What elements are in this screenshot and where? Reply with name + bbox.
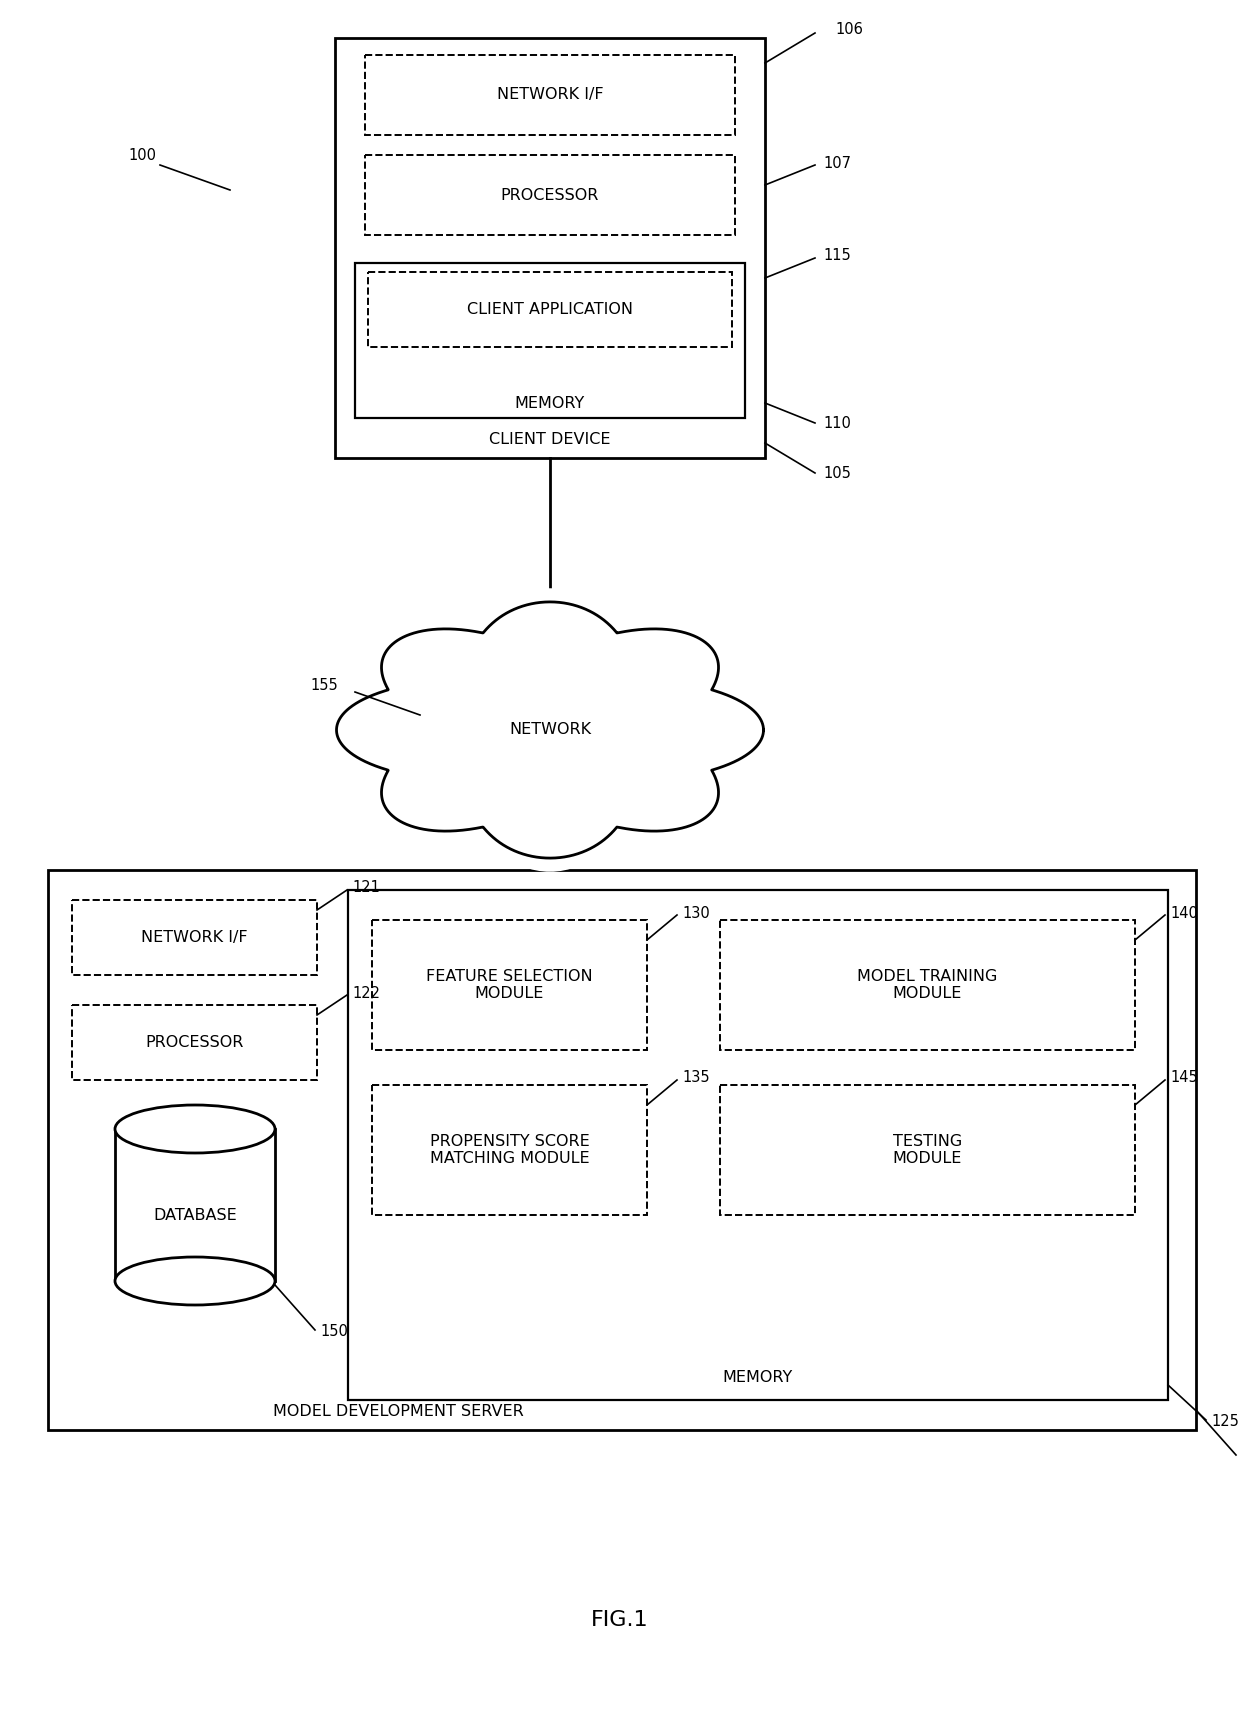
Text: MEMORY: MEMORY <box>515 396 585 411</box>
Circle shape <box>574 609 722 755</box>
Text: NETWORK I/F: NETWORK I/F <box>497 88 604 103</box>
Text: TESTING
MODULE: TESTING MODULE <box>893 1133 962 1166</box>
Text: 110: 110 <box>823 416 851 430</box>
Circle shape <box>378 609 526 755</box>
Circle shape <box>615 657 761 803</box>
Text: CLIENT DEVICE: CLIENT DEVICE <box>490 432 611 447</box>
Bar <box>355 263 745 418</box>
Bar <box>720 1085 1135 1214</box>
Text: FEATURE SELECTION
MODULE: FEATURE SELECTION MODULE <box>427 968 593 1001</box>
Bar <box>368 272 732 347</box>
Text: 145: 145 <box>1171 1070 1198 1085</box>
Text: PROCESSOR: PROCESSOR <box>145 1035 244 1049</box>
Text: 130: 130 <box>682 905 709 920</box>
Text: 125: 125 <box>1211 1414 1239 1429</box>
Bar <box>115 1128 275 1281</box>
Text: NETWORK: NETWORK <box>508 722 591 738</box>
Text: FIG.1: FIG.1 <box>591 1610 649 1631</box>
Circle shape <box>339 657 485 803</box>
Bar <box>72 1004 317 1080</box>
Text: 150: 150 <box>320 1324 348 1340</box>
Bar <box>365 155 735 236</box>
Text: CLIENT APPLICATION: CLIENT APPLICATION <box>467 303 632 316</box>
Polygon shape <box>336 602 764 858</box>
Bar <box>720 920 1135 1049</box>
Bar <box>335 38 765 458</box>
Text: 106: 106 <box>835 22 863 38</box>
Text: NETWORK I/F: NETWORK I/F <box>141 931 248 944</box>
Ellipse shape <box>115 1104 275 1152</box>
Text: MODEL TRAINING
MODULE: MODEL TRAINING MODULE <box>857 968 998 1001</box>
Text: 115: 115 <box>823 248 851 263</box>
Bar <box>372 1085 647 1214</box>
Bar <box>372 920 647 1049</box>
Text: 107: 107 <box>823 155 851 170</box>
Bar <box>365 55 735 134</box>
Bar <box>348 889 1168 1400</box>
Text: 122: 122 <box>352 986 379 1001</box>
Circle shape <box>574 705 722 851</box>
Ellipse shape <box>115 1257 275 1305</box>
Text: 155: 155 <box>310 678 337 693</box>
Circle shape <box>476 588 624 734</box>
Circle shape <box>378 705 526 851</box>
Text: MEMORY: MEMORY <box>723 1371 794 1386</box>
Text: 100: 100 <box>128 148 156 162</box>
Text: PROCESSOR: PROCESSOR <box>501 187 599 203</box>
Text: 121: 121 <box>352 881 379 896</box>
Text: DATABASE: DATABASE <box>153 1207 237 1223</box>
Text: 105: 105 <box>823 466 851 482</box>
Text: 140: 140 <box>1171 905 1198 920</box>
Text: MODEL DEVELOPMENT SERVER: MODEL DEVELOPMENT SERVER <box>273 1405 523 1419</box>
Bar <box>72 900 317 975</box>
Bar <box>48 870 1197 1429</box>
Text: 135: 135 <box>682 1070 709 1085</box>
Ellipse shape <box>393 635 708 824</box>
Circle shape <box>476 724 624 872</box>
Text: PROPENSITY SCORE
MATCHING MODULE: PROPENSITY SCORE MATCHING MODULE <box>429 1133 589 1166</box>
